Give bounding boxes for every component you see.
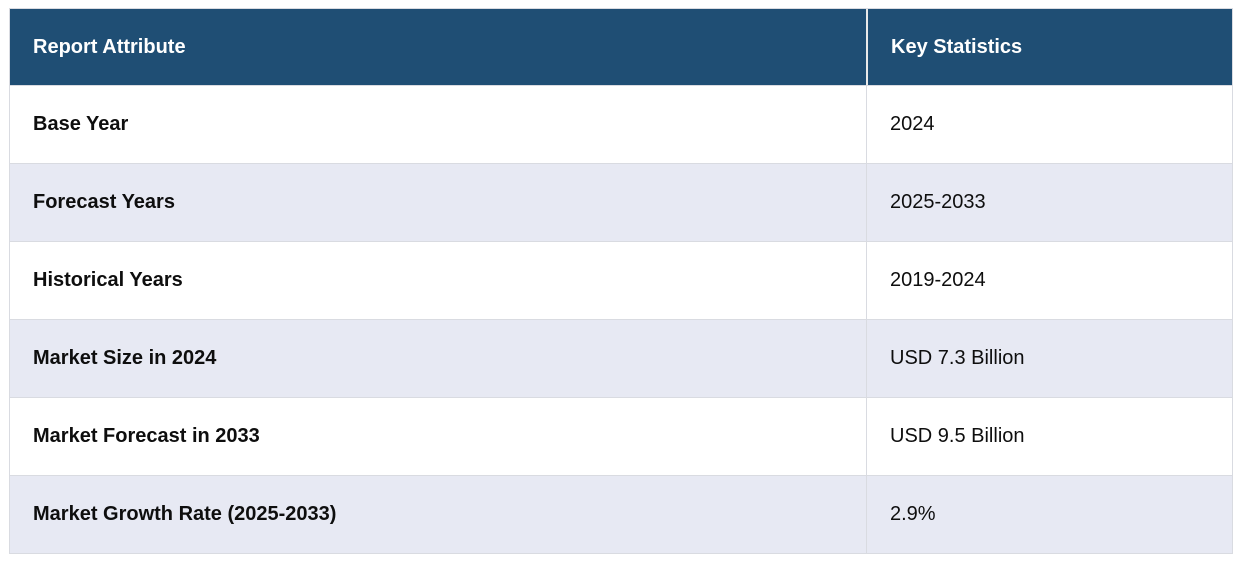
column-header-report-attribute: Report Attribute: [10, 9, 866, 85]
table-header: Report Attribute Key Statistics: [10, 9, 1232, 85]
table-row: Historical Years 2019-2024: [10, 241, 1232, 319]
report-attributes-table: Report Attribute Key Statistics Base Yea…: [9, 8, 1233, 554]
table-row: Base Year 2024: [10, 85, 1232, 163]
value-cell: 2019-2024: [866, 241, 1232, 319]
attribute-cell: Base Year: [10, 85, 866, 163]
value-cell: 2024: [866, 85, 1232, 163]
attribute-cell: Forecast Years: [10, 163, 866, 241]
value-cell: 2.9%: [866, 475, 1232, 553]
attribute-cell: Market Size in 2024: [10, 319, 866, 397]
table-row: Market Growth Rate (2025-2033) 2.9%: [10, 475, 1232, 553]
value-cell: USD 9.5 Billion: [866, 397, 1232, 475]
table-row: Market Size in 2024 USD 7.3 Billion: [10, 319, 1232, 397]
attribute-cell: Market Forecast in 2033: [10, 397, 866, 475]
value-cell: USD 7.3 Billion: [866, 319, 1232, 397]
table-row: Market Forecast in 2033 USD 9.5 Billion: [10, 397, 1232, 475]
attribute-cell: Market Growth Rate (2025-2033): [10, 475, 866, 553]
value-cell: 2025-2033: [866, 163, 1232, 241]
header-row: Report Attribute Key Statistics: [10, 9, 1232, 85]
attribute-cell: Historical Years: [10, 241, 866, 319]
column-header-key-statistics: Key Statistics: [866, 9, 1232, 85]
table-body: Base Year 2024 Forecast Years 2025-2033 …: [10, 85, 1232, 553]
table-row: Forecast Years 2025-2033: [10, 163, 1232, 241]
